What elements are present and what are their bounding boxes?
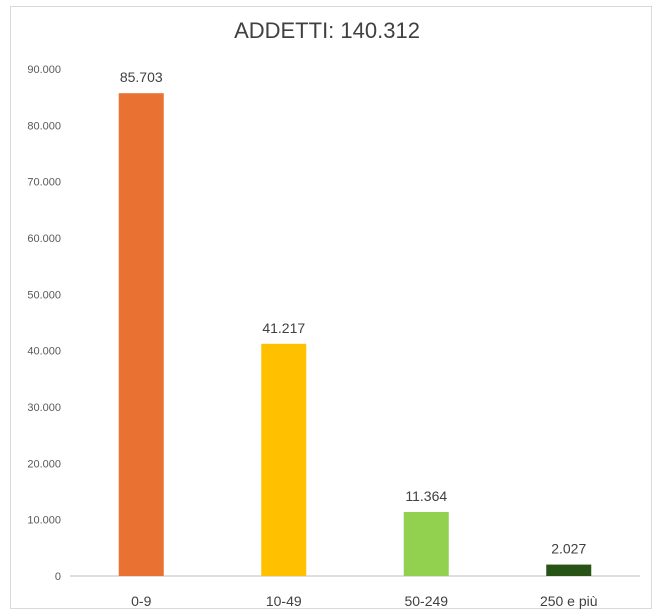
y-tick-label: 70.000 — [27, 177, 61, 189]
bar — [118, 93, 164, 577]
y-tick-label: 90.000 — [27, 64, 61, 76]
chart-frame — [10, 6, 652, 609]
bar — [403, 511, 449, 576]
chart-title: ADDETTI: 140.312 — [234, 18, 420, 43]
y-tick-label: 30.000 — [27, 402, 61, 414]
data-label: 2.027 — [551, 541, 586, 557]
bar — [546, 564, 592, 576]
y-tick-label: 20.000 — [27, 458, 61, 470]
bar — [261, 343, 307, 576]
y-tick-label: 80.000 — [27, 120, 61, 132]
x-tick-label: 250 e più — [540, 593, 598, 609]
data-label: 41.217 — [262, 320, 305, 336]
x-tick-label: 0-9 — [131, 593, 151, 609]
data-label: 11.364 — [405, 488, 447, 504]
y-tick-label: 10.000 — [27, 515, 61, 527]
y-tick-label: 0 — [55, 571, 61, 583]
y-tick-label: 60.000 — [27, 233, 61, 245]
data-label: 85.703 — [120, 69, 163, 85]
y-tick-label: 40.000 — [27, 346, 61, 358]
x-tick-label: 10-49 — [266, 593, 302, 609]
x-tick-label: 50-249 — [404, 593, 448, 609]
y-tick-label: 50.000 — [27, 289, 61, 301]
